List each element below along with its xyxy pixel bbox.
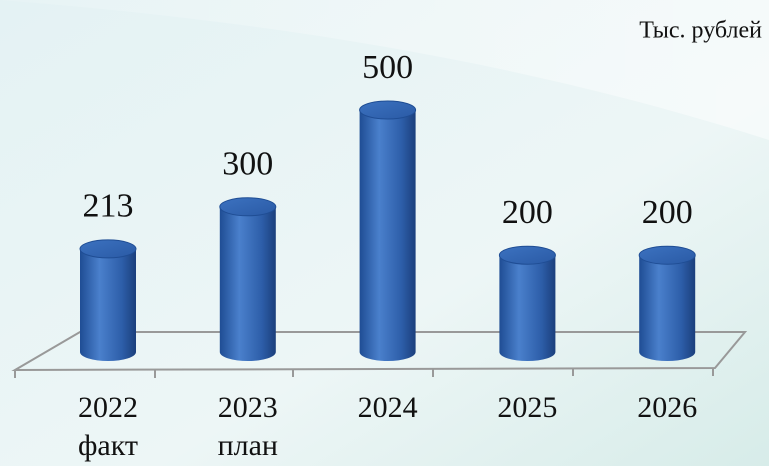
value-label: 300 <box>222 146 273 183</box>
bar <box>79 239 137 361</box>
x-tick-label: план <box>218 429 278 462</box>
background-band <box>0 0 769 140</box>
value-label: 200 <box>642 194 693 231</box>
bar <box>498 245 556 361</box>
cylinder-body <box>499 255 556 361</box>
bar <box>219 197 277 361</box>
cylinder-top <box>638 245 696 265</box>
x-tick-label: 2026 <box>637 391 697 424</box>
value-label: 500 <box>362 49 413 86</box>
cylinder-body <box>219 206 276 361</box>
x-tick-label: факт <box>78 429 138 462</box>
value-label: 200 <box>502 194 553 231</box>
cylinder-body <box>80 248 136 361</box>
cylinder-top <box>219 197 277 217</box>
x-ticks <box>14 368 714 378</box>
unit-label: Тыс. рублей <box>639 18 762 44</box>
x-tick-label: 2022 <box>78 391 138 424</box>
floor <box>11 331 748 372</box>
cylinder-top <box>79 239 137 259</box>
cylinder-top <box>359 100 417 120</box>
bar <box>359 100 417 361</box>
value-label: 213 <box>83 188 134 225</box>
x-tick-label: 2023 <box>218 391 278 424</box>
x-tick-label: 2024 <box>358 391 418 424</box>
cylinder-top <box>498 245 556 265</box>
bar <box>638 245 696 361</box>
cylinder-body <box>639 255 696 361</box>
cylinder-body <box>359 110 416 361</box>
x-tick-label: 2025 <box>497 391 557 424</box>
